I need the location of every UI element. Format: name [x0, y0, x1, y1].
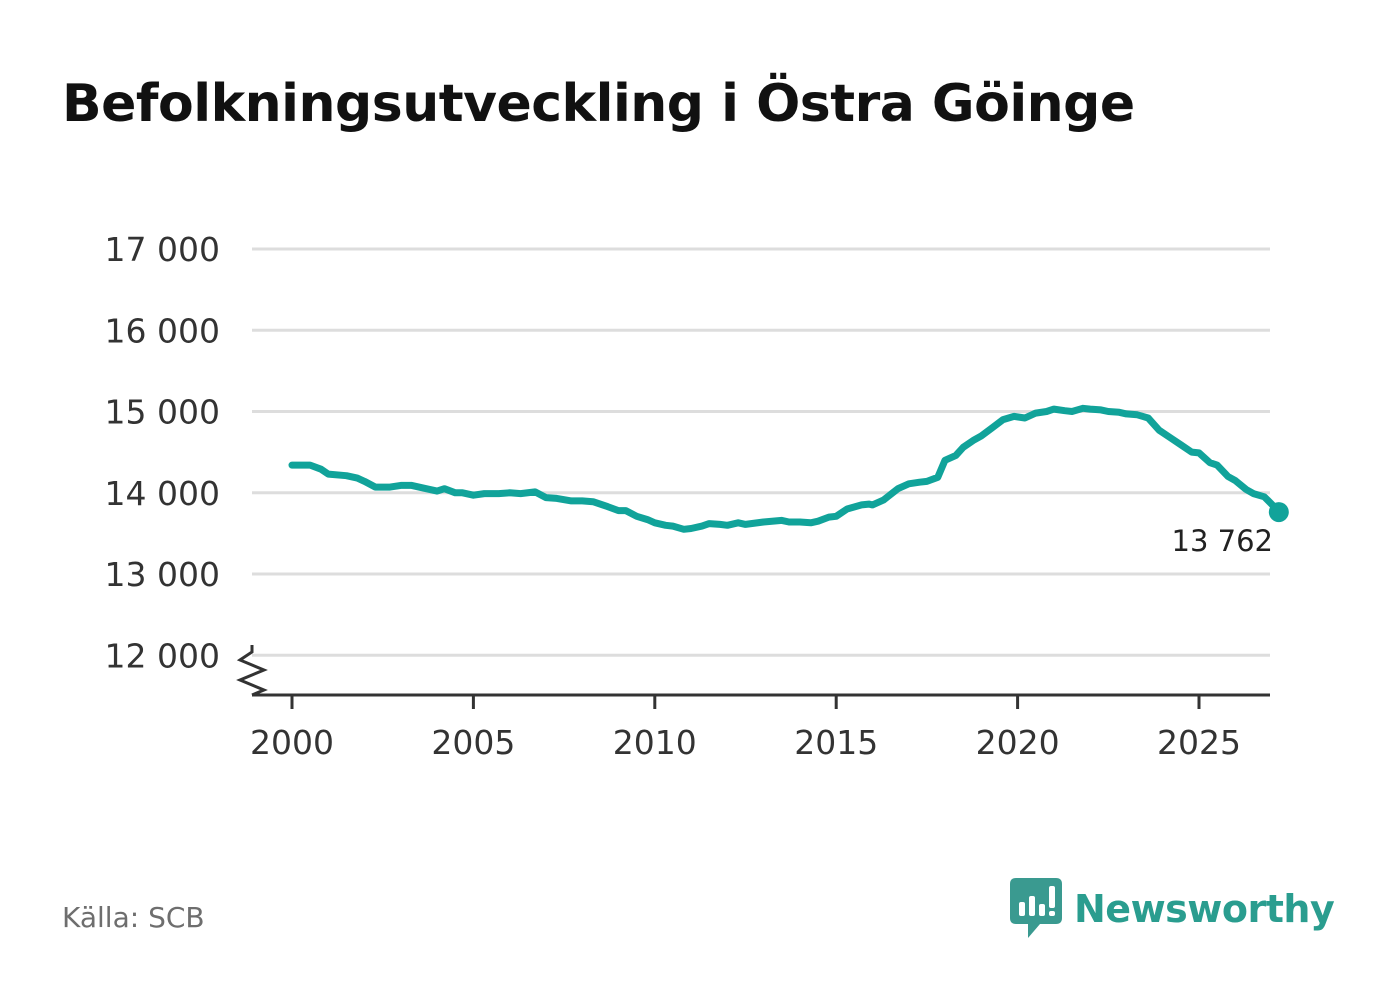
x-tick-label: 2000 [250, 723, 334, 762]
data-labels: 13 762 [1172, 524, 1273, 558]
grid-lines [252, 247, 1270, 657]
series-line [288, 404, 1283, 533]
chart-title: Befolkningsutveckling i Östra Göinge [62, 74, 1135, 134]
y-tick-labels: 12 000 13 000 14 000 15 000 16 000 17 000 [105, 230, 220, 675]
y-tick-label: 16 000 [105, 311, 220, 350]
axis-break-icon [236, 645, 268, 697]
newsworthy-logo-icon [1010, 878, 1062, 938]
y-tick-label: 15 000 [105, 393, 220, 432]
x-tick-label: 2010 [613, 723, 697, 762]
y-tick-label: 14 000 [105, 474, 220, 513]
last-point-marker [1268, 502, 1289, 523]
x-tick-label: 2005 [431, 723, 515, 762]
x-tick-label: 2025 [1157, 723, 1241, 762]
series-layer [288, 404, 1289, 533]
brand-logo: Newsworthy [1010, 878, 1335, 940]
y-tick-label: 13 000 [105, 555, 220, 594]
y-tick-label: 17 000 [105, 230, 220, 269]
source-note: Källa: SCB [62, 901, 205, 934]
y-tick-label: 12 000 [105, 636, 220, 675]
x-tick-label: 2020 [976, 723, 1060, 762]
last-value-label: 13 762 [1172, 524, 1273, 558]
x-axis [236, 645, 1270, 709]
x-tick-label: 2015 [794, 723, 878, 762]
brand-name: Newsworthy [1074, 887, 1335, 931]
x-tick-labels: 2000 2005 2010 2015 2020 2025 [250, 723, 1241, 762]
